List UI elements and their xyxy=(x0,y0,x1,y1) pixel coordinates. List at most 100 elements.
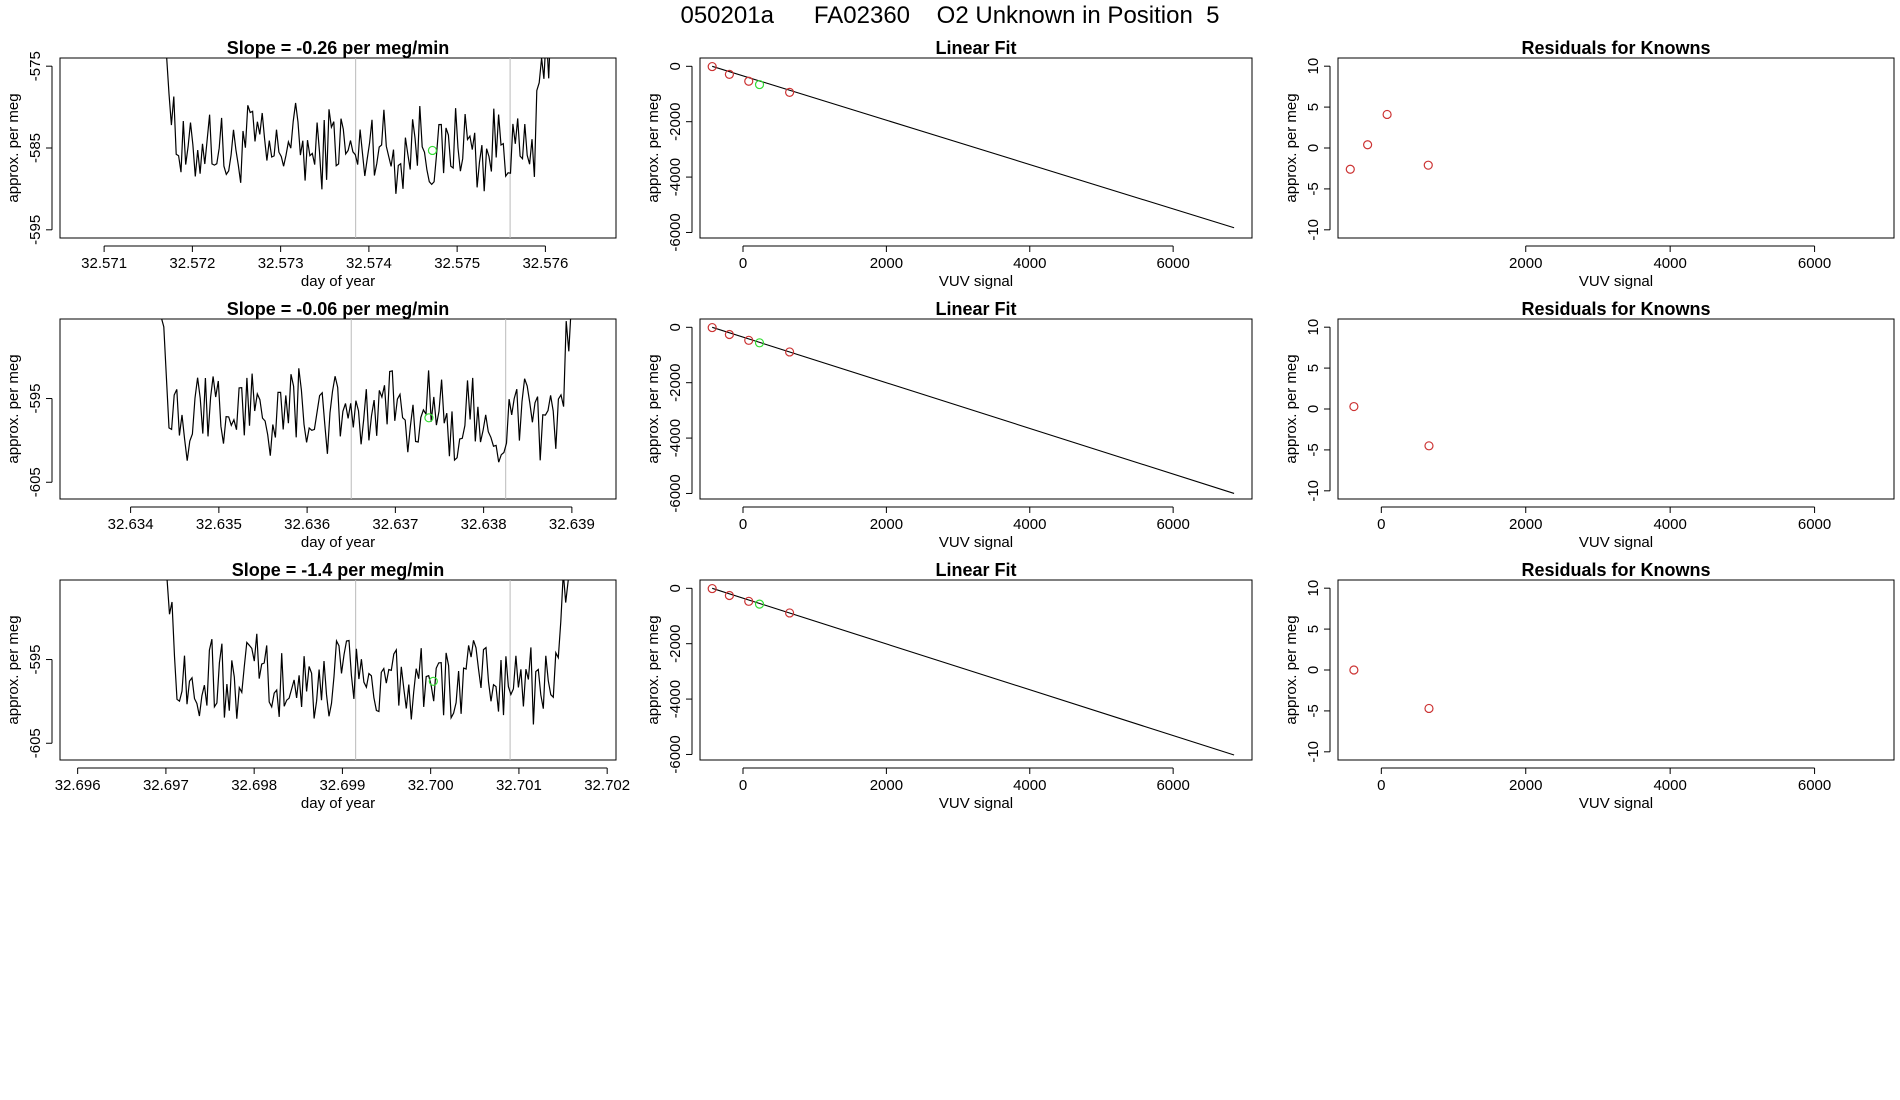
panel-title: Linear Fit xyxy=(935,560,1016,580)
unknown-point xyxy=(754,79,765,90)
x-tick-label: 4000 xyxy=(1013,777,1046,794)
x-tick-label: 32.639 xyxy=(549,516,595,533)
x-tick-label: 32.700 xyxy=(408,777,454,794)
x-tick-label: 6000 xyxy=(1156,516,1189,533)
y-tick-label: 0 xyxy=(1305,666,1322,674)
x-tick-label: 0 xyxy=(739,516,747,533)
y-tick-label: 5 xyxy=(1305,625,1322,633)
y-axis-label: approx. per meg xyxy=(645,615,662,724)
x-tick-label: 6000 xyxy=(1156,777,1189,794)
x-axis-label: day of year xyxy=(301,534,375,551)
known-point xyxy=(785,87,795,97)
unknown-point xyxy=(754,338,765,348)
known-point xyxy=(1423,160,1433,170)
x-tick-label: 4000 xyxy=(1653,516,1686,533)
x-axis-label: VUV signal xyxy=(1579,795,1653,812)
fit-line xyxy=(712,65,1235,229)
y-tick-label: 10 xyxy=(1305,58,1322,75)
x-tick-label: 6000 xyxy=(1798,777,1831,794)
y-tick-label: 5 xyxy=(1305,364,1322,372)
unknown-point xyxy=(754,599,765,609)
known-point xyxy=(744,596,754,606)
plot-frame xyxy=(1337,57,1895,239)
x-axis-label: VUV signal xyxy=(939,534,1013,551)
known-point xyxy=(1345,164,1355,174)
y-tick-label: 5 xyxy=(1305,103,1322,111)
panel-r2c2: Linear Fit 0 2000 4000 6000 VUV signal 0 -2000 -… xyxy=(645,299,1253,551)
signal-trace-line xyxy=(166,58,551,194)
x-tick-label: 2000 xyxy=(1509,255,1542,272)
known-point xyxy=(724,329,734,340)
y-tick-label: -5 xyxy=(1305,443,1322,456)
y-axis-label: approx. per meg xyxy=(1283,93,1300,202)
y-tick-label: -10 xyxy=(1305,480,1322,502)
y-tick-label: -585 xyxy=(27,133,44,163)
y-axis-label: approx. per meg xyxy=(1283,615,1300,724)
y-axis-label: approx. per meg xyxy=(5,93,22,202)
x-tick-label: 32.699 xyxy=(319,777,365,794)
y-tick-label: -2000 xyxy=(667,364,684,402)
plot-frame xyxy=(699,57,1253,239)
x-tick-label: 32.697 xyxy=(143,777,189,794)
x-tick-label: 32.701 xyxy=(496,777,542,794)
x-tick-label: 4000 xyxy=(1013,516,1046,533)
x-tick-label: 32.702 xyxy=(584,777,630,794)
x-tick-label: 0 xyxy=(1377,516,1385,533)
unknown-mean-point xyxy=(427,145,438,156)
x-tick-label: 6000 xyxy=(1156,255,1189,272)
panel-title: Slope = -1.4 per meg/min xyxy=(232,560,445,580)
plot-frame xyxy=(59,57,617,239)
x-tick-label: 2000 xyxy=(1509,777,1542,794)
panel-title: Linear Fit xyxy=(935,299,1016,319)
panel-title: Slope = -0.06 per meg/min xyxy=(227,299,450,319)
panel-title: Linear Fit xyxy=(935,38,1016,58)
plot-frame xyxy=(699,318,1253,500)
x-tick-label: 32.635 xyxy=(196,516,242,533)
y-tick-label: 10 xyxy=(1305,319,1322,336)
panel-title: Residuals for Knowns xyxy=(1521,38,1710,58)
y-tick-label: -5 xyxy=(1305,182,1322,195)
x-tick-label: 32.634 xyxy=(108,516,154,533)
y-tick-label: -2000 xyxy=(667,103,684,141)
fit-line xyxy=(712,587,1235,756)
plot-frame xyxy=(1337,318,1895,500)
x-tick-label: 32.698 xyxy=(231,777,277,794)
known-point xyxy=(707,61,717,72)
y-tick-label: -10 xyxy=(1305,219,1322,241)
x-tick-label: 32.571 xyxy=(81,255,127,272)
x-tick-label: 6000 xyxy=(1798,516,1831,533)
known-point xyxy=(724,590,734,601)
x-tick-label: 0 xyxy=(739,255,747,272)
y-tick-label: -595 xyxy=(27,645,44,675)
figure-title: 050201a FA02360 O2 Unknown in Position 5 xyxy=(680,2,1220,29)
known-point xyxy=(1424,441,1434,451)
known-point xyxy=(744,76,754,86)
y-tick-label: 0 xyxy=(1305,144,1322,152)
y-tick-label: -605 xyxy=(27,467,44,497)
panel-r1c3: Residuals for Knowns 2000 4000 6000 VUV sign… xyxy=(1283,38,1895,290)
y-tick-label: -4000 xyxy=(667,158,684,196)
panel-r3c2: Linear Fit 0 2000 4000 6000 VUV signal 0 -2000 -… xyxy=(645,560,1253,812)
plot-frame xyxy=(59,579,617,761)
y-tick-label: -605 xyxy=(27,728,44,758)
x-tick-label: 4000 xyxy=(1653,255,1686,272)
x-axis-label: VUV signal xyxy=(939,273,1013,290)
panel-title: Residuals for Knowns xyxy=(1521,560,1710,580)
x-tick-label: 32.636 xyxy=(284,516,330,533)
x-tick-label: 0 xyxy=(1377,777,1385,794)
panel-r1c2: Linear Fit 0 2000 4000 6000 VUV signal 0 -2000 -… xyxy=(645,38,1253,290)
x-tick-label: 32.573 xyxy=(258,255,304,272)
panel-r3c1: Slope = -1.4 per meg/min 32.696 32.697 32.6… xyxy=(5,560,630,812)
x-tick-label: 2000 xyxy=(870,516,903,533)
panel-r1c1: Slope = -0.26 per meg/min 32.571 32.572 32.… xyxy=(5,38,617,290)
y-tick-label: -5 xyxy=(1305,704,1322,717)
x-axis-label: VUV signal xyxy=(1579,534,1653,551)
plot-frame xyxy=(699,579,1253,761)
x-axis-label: day of year xyxy=(301,273,375,290)
known-point xyxy=(1424,703,1434,714)
known-point xyxy=(724,69,734,79)
known-point xyxy=(1382,109,1392,120)
y-tick-label: -575 xyxy=(27,51,44,81)
panel-r3c3: Residuals for Knowns 0 2000 4000 6000 VUV sig… xyxy=(1283,560,1895,812)
